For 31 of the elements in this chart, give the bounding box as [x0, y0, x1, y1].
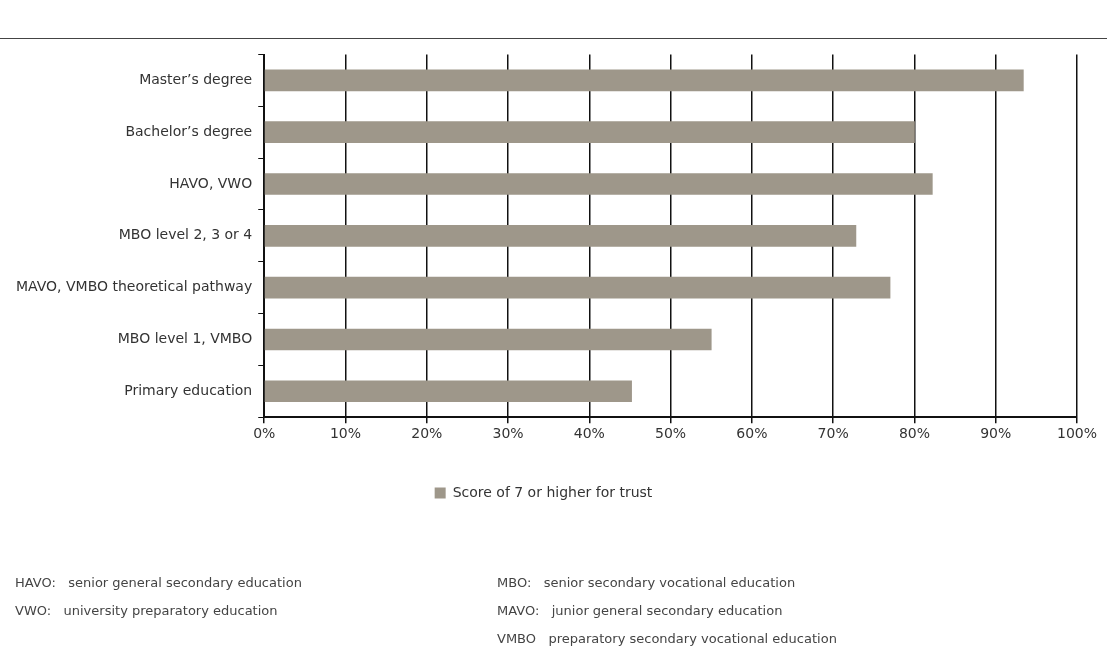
bar	[264, 121, 915, 143]
bar	[264, 69, 1024, 92]
bar	[264, 328, 712, 351]
bar	[264, 380, 632, 403]
x-tick-label: 20%	[411, 425, 443, 442]
y-tick-label: MBO level 2, 3 or 4	[118, 226, 253, 243]
y-tick-label: Master’s degree	[139, 70, 253, 87]
x-tick-label: 40%	[573, 425, 605, 442]
bar	[264, 276, 891, 299]
x-tick-label: 70%	[817, 425, 849, 442]
x-tick-label: 90%	[980, 425, 1012, 442]
text: MAVO: junior general secondary education	[497, 603, 783, 618]
x-tick-label: 0%	[253, 425, 276, 442]
x-tick-label: 100%	[1056, 425, 1098, 442]
legend-label: Score of 7 or higher for trust	[452, 483, 653, 500]
bar	[264, 224, 857, 247]
y-tick-label: MAVO, VMBO theoretical pathway	[15, 278, 253, 295]
x-tick-label: 60%	[736, 425, 768, 442]
y-tick-label: Primary education	[124, 381, 253, 398]
text: VMBO preparatory secondary vocational education	[497, 631, 837, 646]
x-tick-label: 80%	[898, 425, 931, 442]
y-tick-label: HAVO, VWO	[169, 174, 253, 191]
text: VWO: university preparatory education	[15, 603, 278, 618]
text: HAVO: senior general secondary education	[15, 575, 302, 590]
y-tick-label: Bachelor’s degree	[125, 122, 253, 139]
x-tick-label: 10%	[329, 425, 362, 442]
y-tick-label: MBO level 1, VMBO	[117, 330, 253, 347]
x-tick-label: 30%	[492, 425, 524, 442]
text: MBO: senior secondary vocational education	[497, 575, 796, 590]
x-tick-label: 50%	[655, 425, 687, 442]
bar	[264, 173, 933, 195]
